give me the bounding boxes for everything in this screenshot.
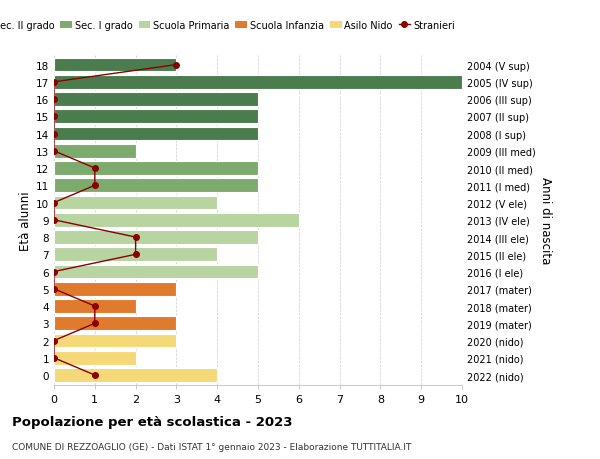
Bar (54, 334, 176, 348)
Bar (54, 76, 462, 90)
Legend: Sec. II grado, Sec. I grado, Scuola Primaria, Scuola Infanzia, Asilo Nido, Stran: Sec. II grado, Sec. I grado, Scuola Prim… (0, 17, 459, 35)
Bar (54, 248, 217, 262)
Bar (54, 351, 136, 365)
Bar (54, 162, 258, 175)
Bar (54, 282, 176, 296)
Bar (54, 213, 299, 227)
Bar (54, 179, 258, 193)
Bar (54, 145, 136, 158)
Bar (54, 230, 258, 244)
Bar (54, 368, 217, 382)
Y-axis label: Anni di nascita: Anni di nascita (539, 177, 552, 264)
Bar (54, 299, 136, 313)
Y-axis label: Età alunni: Età alunni (19, 190, 32, 250)
Bar (54, 110, 258, 124)
Bar (54, 127, 258, 141)
Bar (54, 196, 217, 210)
Bar (54, 265, 258, 279)
Text: COMUNE DI REZZOAGLIO (GE) - Dati ISTAT 1° gennaio 2023 - Elaborazione TUTTITALIA: COMUNE DI REZZOAGLIO (GE) - Dati ISTAT 1… (12, 442, 412, 451)
Bar (54, 58, 176, 72)
Bar (54, 93, 258, 106)
Bar (54, 317, 176, 330)
Text: Popolazione per età scolastica - 2023: Popolazione per età scolastica - 2023 (12, 415, 293, 428)
